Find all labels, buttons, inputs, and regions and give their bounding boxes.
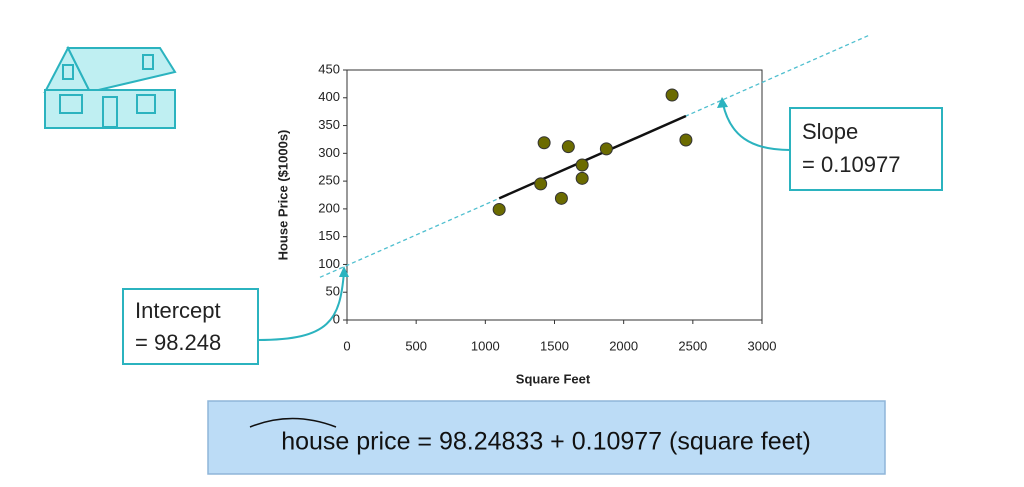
point [554, 191, 568, 205]
y-tick-label: 150 [318, 228, 340, 243]
y-tick-label: 50 [326, 284, 340, 299]
y-tick-label: 400 [318, 89, 340, 104]
x-tick-label: 1000 [471, 338, 500, 353]
arrow-head [339, 266, 349, 277]
y-tick-label: 100 [318, 256, 340, 271]
point [665, 88, 679, 102]
hat [249, 417, 337, 428]
arrow-head [717, 97, 728, 108]
chart-layer: 0 50 100 150 200 250 300 350 400 450 0 500 1000 1500 2… [318, 34, 871, 353]
trend-line [498, 114, 687, 200]
callout-box [789, 107, 943, 191]
x-tick-label: 2000 [609, 338, 638, 353]
y-tick-label: 250 [318, 173, 340, 188]
point [534, 177, 548, 191]
callout-arrow [257, 271, 345, 341]
y-tick-label: 300 [318, 145, 340, 160]
equation-box [207, 400, 886, 475]
x-axis-label: Square Feet [516, 371, 591, 386]
y-axis-label: House Price ($1000s) [275, 130, 290, 261]
point [492, 202, 506, 216]
point [599, 142, 613, 156]
callout-text: = 0.10977 [802, 152, 900, 177]
x-tick-label: 1500 [540, 338, 569, 353]
plot-area [346, 69, 763, 321]
callout-box [122, 288, 259, 365]
callout-text: Slope [802, 119, 858, 144]
callout-text: = 98.248 [135, 330, 221, 355]
y-tick-label: 450 [318, 61, 340, 76]
x-tick-label: 0 [343, 338, 350, 353]
x-tick-label: 2500 [678, 338, 707, 353]
point [561, 140, 575, 154]
trend-extension [319, 34, 871, 278]
callout-text: Intercept [135, 298, 221, 323]
y-tick-label: 350 [318, 117, 340, 132]
point [537, 136, 551, 150]
equation: house price = 98.24833 + 0.10977 (square… [281, 428, 811, 456]
house-icon [43, 45, 177, 129]
point [575, 171, 589, 185]
callout-arrow [722, 103, 791, 151]
point [679, 133, 693, 147]
x-tick-label: 3000 [748, 338, 777, 353]
x-tick-label: 500 [405, 338, 427, 353]
y-tick-label: 0 [333, 311, 340, 326]
y-tick-label: 200 [318, 200, 340, 215]
point [575, 158, 589, 172]
